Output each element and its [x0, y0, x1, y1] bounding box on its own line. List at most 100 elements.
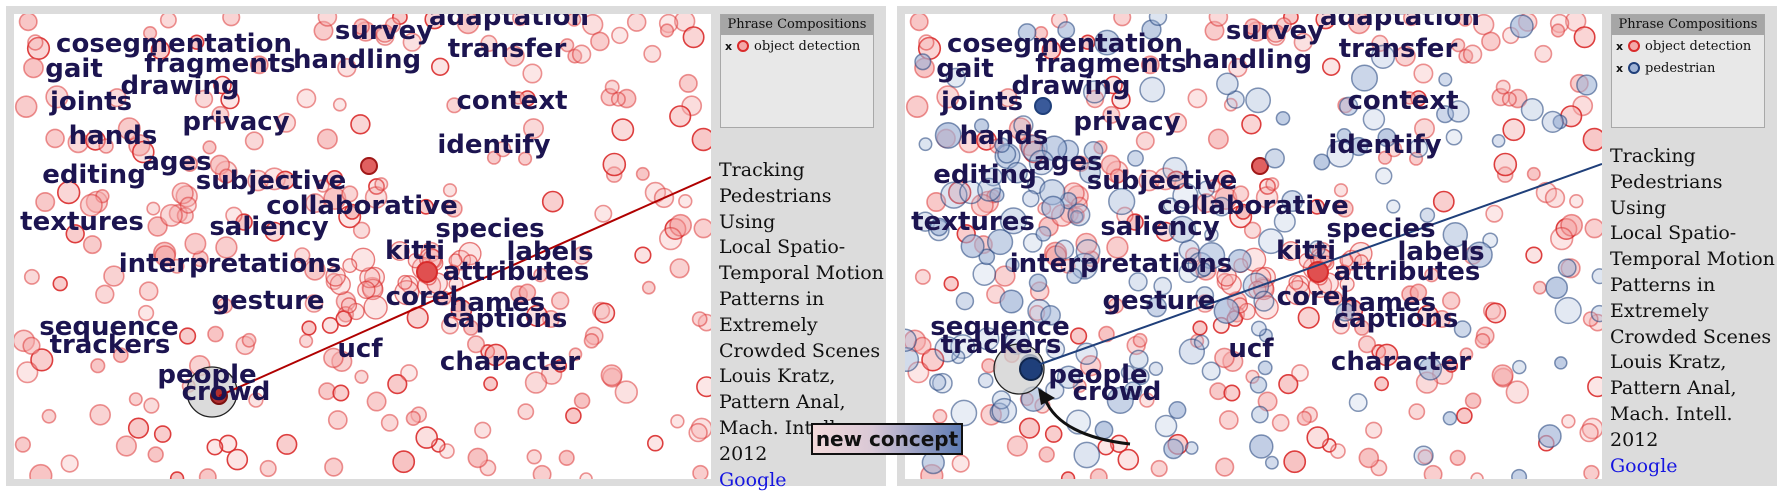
pedestrian-dot: [1005, 257, 1020, 273]
object-detection-dot: [696, 376, 711, 398]
object-detection-dot: [594, 204, 613, 223]
pedestrian-dot: [1520, 98, 1544, 122]
object-detection-dot: [325, 265, 346, 287]
object-detection-dot: [1018, 417, 1041, 439]
pedestrian-dot: [960, 234, 985, 259]
object-detection-dot: [1285, 280, 1311, 306]
object-detection-dot: [14, 95, 38, 118]
object-detection-dot: [693, 218, 711, 239]
object-detection-dot: [579, 472, 593, 479]
object-detection-dot: [387, 374, 408, 395]
object-detection-dot: [1166, 112, 1188, 133]
object-detection-dot: [112, 347, 129, 364]
object-detection-dot: [264, 221, 285, 242]
object-detection-dot: [526, 449, 542, 465]
object-detection-dot: [216, 297, 233, 314]
pedestrian-dot: [1576, 74, 1598, 96]
object-detection-dot: [641, 280, 656, 295]
object-detection-dot: [1409, 283, 1428, 302]
pedestrian-dot: [1128, 272, 1148, 292]
pedestrian-dot: [1006, 161, 1028, 184]
object-detection-dot: [600, 364, 623, 387]
remove-icon[interactable]: x: [1616, 39, 1624, 53]
object-detection-dot: [29, 463, 53, 479]
pedestrian-dot: [1070, 209, 1084, 224]
object-detection-dot: [1218, 410, 1239, 430]
pedestrian-dot: [1056, 365, 1081, 389]
remove-icon[interactable]: x: [725, 39, 733, 53]
object-detection-dot: [60, 454, 79, 473]
object-detection-dot: [171, 182, 194, 205]
object-detection-dot: [1321, 438, 1337, 453]
pedestrian-dot: [1075, 238, 1101, 264]
object-detection-dot: [483, 376, 498, 392]
concept-map-right[interactable]: adaptation cosegmentation survey transfer ga…: [905, 14, 1602, 479]
object-detection-dot: [143, 397, 160, 414]
google-link[interactable]: Google: [1610, 454, 1678, 477]
object-detection-dot: [450, 299, 473, 321]
object-detection-dot: [138, 281, 159, 302]
object-detection-dot: [446, 97, 463, 114]
pedestrian-dot: [1275, 110, 1291, 126]
legend-label: object detection: [1645, 38, 1752, 54]
object-detection-dot: [658, 226, 683, 251]
paper-venue-line: Mach. Intell.: [719, 416, 842, 439]
pedestrian-dot: [1438, 72, 1453, 87]
legend-item-object-detection[interactable]: x object detection: [721, 35, 873, 57]
object-detection-dot: [128, 133, 151, 157]
object-detection-dot: [1150, 459, 1168, 478]
pedestrian-dot: [1106, 386, 1134, 415]
object-detection-dot: [691, 311, 708, 327]
object-detection-dot: [568, 347, 583, 362]
legend-item-object-detection[interactable]: x object detection: [1612, 35, 1764, 57]
pedestrian-dot: [1197, 262, 1212, 277]
google-link[interactable]: Google: [719, 468, 787, 491]
pedestrian-dot: [1108, 187, 1136, 216]
new-concept-badge: new concept: [811, 423, 963, 455]
object-detection-dot: [35, 192, 56, 213]
object-detection-dot: [444, 199, 463, 218]
object-detection-dot: [943, 276, 959, 292]
pedestrian-dot: [1264, 455, 1279, 470]
pedestrian-dot: [1512, 359, 1527, 375]
paper-title-line: Tracking: [1610, 145, 1696, 167]
pedestrian-dot: [1249, 434, 1274, 459]
object-detection-dot: [932, 408, 948, 424]
pedestrian-dot: [1184, 441, 1199, 455]
right-panel: adaptation cosegmentation survey transfer ga…: [897, 6, 1777, 486]
pedestrian-dot: [1349, 136, 1369, 157]
object-detection-dot: [1408, 403, 1426, 421]
pedestrian-dot: [934, 336, 961, 363]
object-detection-dot: [474, 421, 492, 439]
pedestrian-dot: [1054, 239, 1075, 260]
pedestrian-dot: [1022, 189, 1040, 208]
object-detection-dot: [1280, 241, 1301, 261]
object-detection-dot: [332, 97, 347, 112]
object-detection-dot: [480, 34, 498, 52]
legend-item-pedestrian[interactable]: x pedestrian: [1612, 57, 1764, 79]
object-detection-dot: [1347, 14, 1371, 35]
object-detection-dot: [1357, 335, 1376, 354]
legend-right: Phrase Compositions x object detection x…: [1611, 14, 1765, 128]
object-detection-dot: [1243, 221, 1262, 240]
object-detection-dot: [1111, 89, 1131, 110]
object-detection-dot: [440, 316, 459, 335]
object-detection-dot: [573, 392, 591, 410]
object-detection-dot: [45, 85, 69, 109]
object-detection-dot: [397, 274, 413, 290]
object-detection-dot: [1451, 38, 1466, 53]
object-detection-dot: [1192, 320, 1208, 336]
object-detection-dot: [1291, 364, 1309, 382]
object-detection-dot: [1283, 450, 1307, 474]
remove-icon[interactable]: x: [1616, 61, 1624, 75]
object-detection-dot: [1493, 152, 1518, 177]
object-detection-dot: [1044, 425, 1063, 443]
pedestrian-dot: [1511, 468, 1528, 479]
object-detection-dot: [1265, 177, 1280, 192]
object-detection-dot: [682, 26, 705, 49]
object-detection-dot: [1241, 114, 1262, 135]
pedestrian-dot: [932, 372, 953, 394]
concept-map-left[interactable]: adaptation cosegmentation survey transfer ga…: [14, 14, 711, 479]
object-detection-dot: [146, 201, 161, 216]
object-detection-dot: [1309, 198, 1325, 215]
